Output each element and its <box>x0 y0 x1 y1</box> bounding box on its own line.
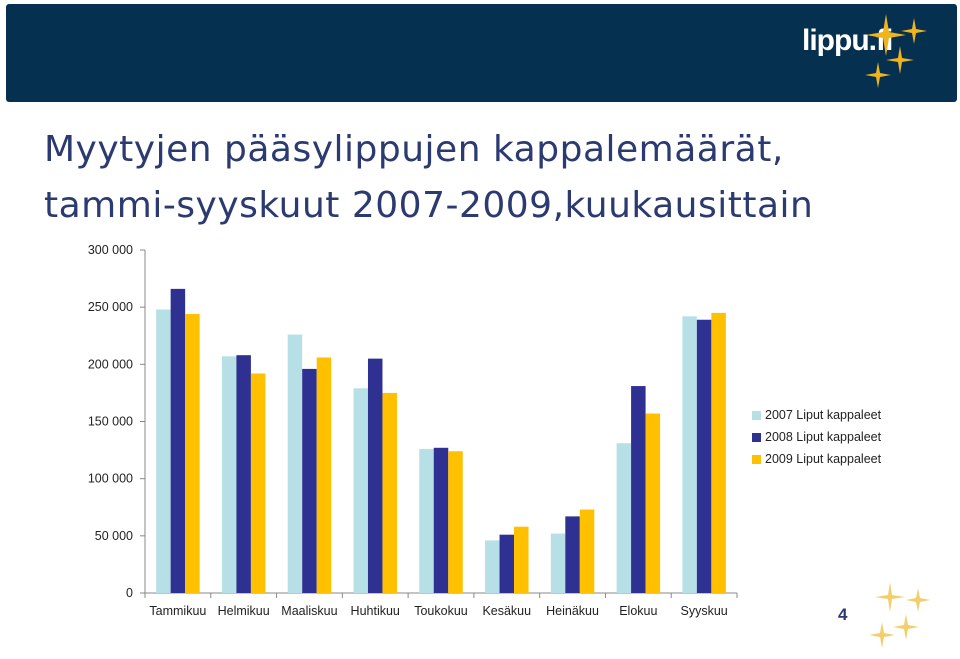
x-tick-label: Maaliskuu <box>281 604 337 618</box>
bar <box>631 386 646 593</box>
bar <box>616 443 632 593</box>
bar <box>579 509 595 593</box>
legend-swatch <box>752 432 761 442</box>
chart-legend: 2007 Liput kappaleet 2008 Liput kappalee… <box>752 404 881 470</box>
bar <box>433 447 449 593</box>
x-tick-label: Huhtikuu <box>351 604 400 618</box>
x-tick-label: Tammikuu <box>149 604 206 618</box>
bar <box>353 388 368 593</box>
bar <box>170 288 186 593</box>
footer-stars-icon <box>869 582 930 648</box>
title-line-1: Myytyjen pääsylippujen kappalemäärät, <box>44 129 784 170</box>
bar <box>565 516 580 593</box>
bar <box>448 451 463 593</box>
bar <box>316 357 332 593</box>
bar <box>221 356 237 593</box>
page-number: 4 <box>838 605 848 624</box>
bar <box>711 312 726 593</box>
bar <box>550 533 566 593</box>
y-tick-label: 0 <box>126 586 133 600</box>
logo-stars-icon <box>865 14 927 88</box>
x-tick-label: Syyskuu <box>680 604 727 618</box>
bar <box>287 334 303 593</box>
bar <box>645 413 661 593</box>
bar <box>185 314 200 593</box>
logo-text: lippu.fi <box>802 24 893 57</box>
legend-item: 2008 Liput kappaleet <box>752 426 881 448</box>
bar <box>419 448 434 593</box>
legend-swatch <box>752 454 761 464</box>
bar <box>302 368 317 593</box>
legend-swatch <box>752 410 761 420</box>
bar <box>514 526 529 593</box>
bar <box>250 373 266 593</box>
header-band <box>6 4 957 102</box>
y-tick-label: 150 000 <box>88 415 133 429</box>
legend-label: 2009 Liput kappaleet <box>765 452 882 466</box>
bar <box>499 534 515 593</box>
title-line-2: tammi-syyskuut 2007-2009,kuukausittain <box>44 185 814 226</box>
x-tick-label: Kesäkuu <box>482 604 531 618</box>
x-tick-label: Toukokuu <box>414 604 468 618</box>
bar <box>367 358 383 593</box>
legend-item: 2007 Liput kappaleet <box>752 404 881 426</box>
bar <box>696 319 712 593</box>
x-tick-label: Helmikuu <box>218 604 270 618</box>
y-tick-label: 100 000 <box>88 472 133 486</box>
legend-label: 2008 Liput kappaleet <box>765 430 882 444</box>
bar <box>682 316 697 593</box>
bar <box>236 355 251 593</box>
bar <box>156 309 171 593</box>
page-title: Myytyjen pääsylippujen kappalemäärät, ta… <box>44 122 813 234</box>
x-tick-label: Heinäkuu <box>546 604 599 618</box>
bar <box>485 540 500 593</box>
y-tick-label: 250 000 <box>88 300 133 314</box>
y-tick-label: 50 000 <box>95 529 133 543</box>
y-tick-label: 200 000 <box>88 357 133 371</box>
bar <box>382 392 397 593</box>
legend-label: 2007 Liput kappaleet <box>765 408 882 422</box>
y-tick-label: 300 000 <box>88 243 133 257</box>
x-tick-label: Elokuu <box>619 604 657 618</box>
legend-item: 2009 Liput kappaleet <box>752 448 881 470</box>
